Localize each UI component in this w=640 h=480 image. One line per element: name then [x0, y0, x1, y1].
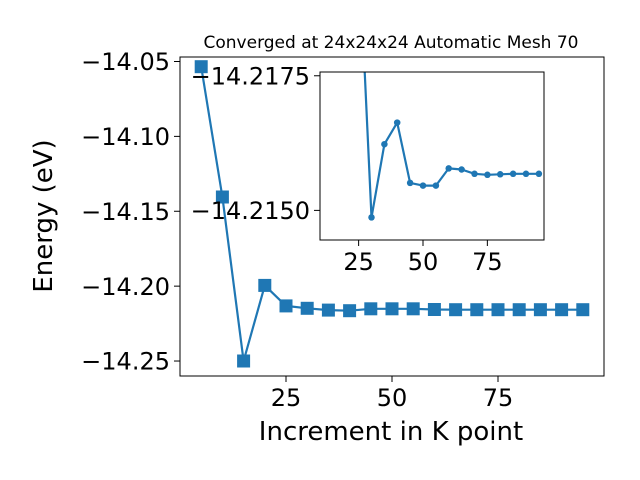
- main-data-point: [279, 299, 293, 313]
- main-data-point: [449, 303, 463, 317]
- inset-chart: 25 50 75 −14.2175 −14.2150: [191, 62, 545, 276]
- main-data-point: [321, 303, 335, 317]
- main-y-tick-label: −14.25: [81, 348, 170, 376]
- inset-data-point: [393, 119, 401, 126]
- main-x-tick-label: 75: [483, 384, 514, 412]
- inset-data-point: [522, 170, 530, 178]
- main-data-point: [385, 302, 399, 316]
- main-data-point: [491, 303, 505, 317]
- main-x-axis-ticks: 25 50 75: [271, 376, 514, 412]
- inset-y-tick-label: −14.2150: [191, 197, 310, 225]
- main-x-tick-label: 25: [271, 384, 302, 412]
- main-data-point: [215, 190, 229, 204]
- y-axis-label: Energy (eV): [29, 139, 59, 292]
- main-data-point: [300, 301, 314, 315]
- inset-x-axis-ticks: 25 50 75: [343, 240, 503, 276]
- inset-data-point: [471, 170, 478, 178]
- inset-data-point: [445, 165, 452, 172]
- inset-data-point: [368, 214, 375, 221]
- main-y-tick-label: −14.10: [81, 123, 170, 151]
- inset-x-tick-label: 50: [408, 248, 439, 276]
- main-data-point: [533, 303, 547, 317]
- main-data-point: [237, 354, 251, 368]
- inset-data-point: [406, 179, 414, 187]
- inset-data-point: [535, 170, 543, 178]
- inset-data-point: [419, 182, 427, 189]
- inset-x-tick-label: 25: [343, 248, 374, 276]
- main-data-point: [470, 303, 484, 317]
- main-y-tick-label: −14.05: [81, 48, 170, 76]
- main-plot-area: [194, 60, 590, 368]
- inset-data-point: [458, 166, 465, 173]
- main-data-point: [427, 303, 441, 316]
- main-data-point: [512, 303, 526, 317]
- main-y-tick-label: −14.20: [81, 273, 170, 301]
- inset-background: [320, 72, 544, 240]
- main-data-point: [576, 303, 590, 317]
- inset-data-point: [509, 170, 517, 178]
- main-data-point: [194, 60, 208, 74]
- inset-x-tick-label: 75: [472, 248, 503, 276]
- inset-y-tick-label: −14.2175: [191, 62, 310, 90]
- inset-data-point: [432, 182, 440, 189]
- main-data-point: [364, 302, 378, 316]
- main-y-tick-label: −14.15: [81, 198, 170, 226]
- main-y-axis-ticks: −14.05 −14.10 −14.15 −14.20 −14.25: [81, 48, 180, 376]
- main-chart: Converged at 24x24x24 Automatic Mesh 70 …: [29, 33, 605, 447]
- main-data-point: [343, 304, 357, 318]
- inset-data-point: [496, 171, 504, 178]
- main-data-point: [406, 302, 420, 316]
- x-axis-label: Increment in K point: [259, 417, 523, 447]
- chart-title: Converged at 24x24x24 Automatic Mesh 70: [204, 33, 579, 53]
- inset-data-point: [484, 171, 491, 179]
- main-x-tick-label: 50: [377, 384, 408, 412]
- inset-plot-area: [363, 72, 543, 221]
- main-data-point: [555, 303, 569, 317]
- inset-axes-frame: [319, 71, 545, 241]
- inset-data-point: [381, 140, 388, 148]
- main-data-point: [258, 278, 272, 292]
- inset-y-axis-ticks: −14.2175 −14.2150: [191, 62, 320, 225]
